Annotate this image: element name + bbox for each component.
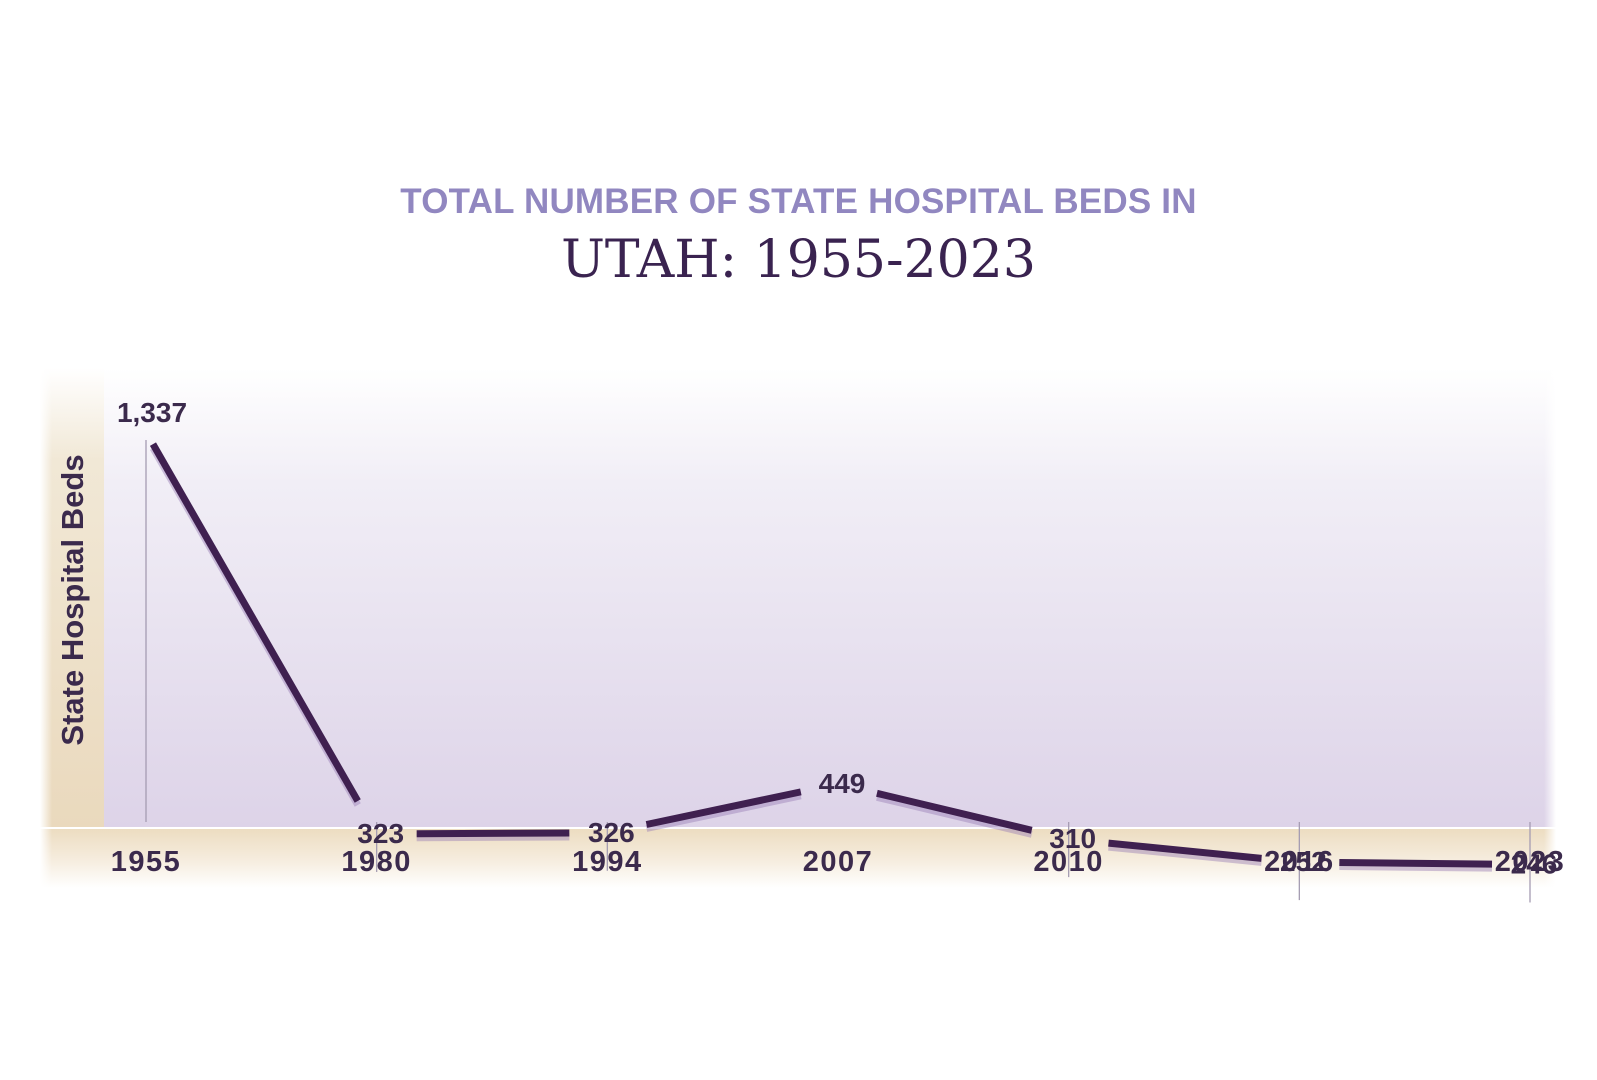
data-label-1980: 323 (357, 818, 404, 849)
x-axis-strip (40, 828, 1556, 888)
x-tick-1955: 1955 (111, 846, 182, 878)
chart-subtitle: TOTAL NUMBER OF STATE HOSPITAL BEDS IN (400, 182, 1197, 221)
line-segment-1955-1980 (149, 442, 361, 803)
line-segment-1980-1994 (416, 829, 570, 838)
x-tick-2023: 2023 (1495, 846, 1566, 878)
line-shadow-2010-2016 (1108, 843, 1262, 866)
data-label-1994: 326 (588, 817, 635, 848)
chart-title: UTAH: 1955-2023 (561, 230, 1036, 290)
data-label-2016: 252 (1280, 846, 1327, 877)
line-shadow-2007-2010 (876, 793, 1033, 838)
data-label-2010: 310 (1049, 823, 1096, 854)
line-shadow-1980-1994 (416, 833, 570, 842)
series-line (149, 442, 1493, 872)
line-segment-2007-2010 (876, 789, 1033, 834)
fade-left (40, 368, 52, 888)
data-label-2023: 246 (1511, 848, 1558, 879)
x-tick-2007: 2007 (803, 846, 874, 878)
x-tick-2016: 2016 (1264, 846, 1335, 878)
x-tick-labels: 1955 1980 1994 2007 2010 2016 2023 (111, 846, 1566, 878)
x-tick-1980: 1980 (341, 846, 412, 878)
line-segment-2016-2023 (1339, 859, 1493, 868)
y-axis-label: State Hospital Beds (55, 454, 90, 745)
drop-lines (145, 440, 1531, 903)
data-label-1955: 1,337 (117, 397, 187, 428)
x-tick-1994: 1994 (572, 846, 643, 878)
line-segment-1994-2007 (645, 788, 802, 828)
line-shadow-1994-2007 (645, 792, 802, 832)
plot-area (104, 368, 1556, 828)
data-labels: 1,337 323 326 449 310 252 246 (117, 397, 1557, 879)
fade-right (1544, 368, 1556, 888)
line-shadow-2016-2023 (1339, 863, 1493, 872)
x-tick-2010: 2010 (1033, 846, 1104, 878)
data-label-2007: 449 (819, 768, 866, 799)
line-segment-2010-2016 (1108, 839, 1262, 862)
